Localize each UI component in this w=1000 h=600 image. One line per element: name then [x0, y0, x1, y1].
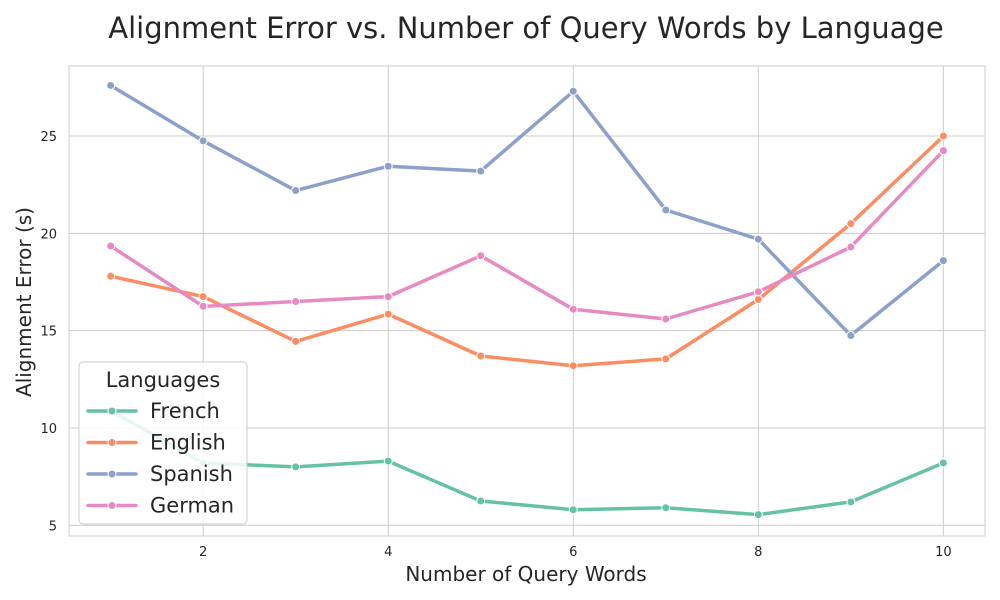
series-german [106, 146, 948, 324]
data-point-french [476, 496, 486, 506]
series-line-french [108, 408, 946, 517]
data-point-german [291, 296, 301, 306]
y-tick-label: 15 [40, 325, 57, 340]
data-point-french [568, 505, 578, 515]
data-point-french [291, 462, 301, 472]
chart-title: Alignment Error vs. Number of Query Word… [108, 11, 943, 45]
data-point-english [938, 131, 948, 141]
legend-label-english: English [150, 431, 226, 455]
data-point-spanish [661, 205, 671, 215]
x-axis-label: Number of Query Words [405, 562, 646, 586]
y-tick-label: 10 [40, 422, 57, 437]
data-point-spanish [106, 80, 116, 90]
data-point-english [846, 219, 856, 229]
data-point-german [476, 251, 486, 261]
data-point-french [661, 503, 671, 513]
data-point-spanish [383, 161, 393, 171]
data-point-spanish [753, 234, 763, 244]
legend: Languages French English Spanish German [78, 361, 248, 525]
data-point-spanish [938, 256, 948, 266]
data-point-spanish [198, 136, 208, 146]
data-point-german [383, 292, 393, 302]
legend-label-german: German [150, 494, 234, 518]
legend-item-english: English [86, 431, 226, 455]
data-point-french [846, 497, 856, 507]
y-tick-label: 25 [40, 130, 57, 145]
data-point-german [753, 287, 763, 297]
x-tick-label: 8 [754, 545, 762, 560]
legend-box [78, 361, 248, 525]
data-point-english [383, 309, 393, 319]
series-line-english [108, 134, 946, 368]
data-point-english [291, 336, 301, 346]
legend-marker-german [107, 501, 117, 510]
data-point-english [568, 361, 578, 371]
legend-label-spanish: Spanish [150, 462, 233, 486]
data-point-english [106, 271, 116, 281]
series-line-german [108, 148, 946, 321]
data-point-german [846, 242, 856, 252]
x-tick-label: 10 [935, 545, 952, 560]
legend-marker-spanish [107, 469, 117, 479]
plot-area-frame [68, 65, 986, 537]
data-point-french [753, 510, 763, 520]
legend-title: Languages [106, 368, 221, 392]
data-point-english [753, 295, 763, 305]
y-tick-label: 5 [49, 519, 57, 534]
x-tick-label: 4 [384, 545, 392, 560]
x-tick-label: 6 [569, 545, 577, 560]
data-point-spanish [568, 86, 578, 96]
legend-item-german: German [86, 494, 234, 518]
data-point-spanish [291, 186, 301, 196]
legend-marker-english [107, 438, 117, 447]
data-point-english [661, 354, 671, 364]
legend-item-french: French [86, 399, 220, 423]
y-tick-label: 20 [40, 227, 57, 242]
data-point-german [106, 241, 116, 251]
x-tick-label: 2 [199, 545, 207, 560]
data-point-english [198, 292, 208, 302]
data-point-french [938, 458, 948, 468]
legend-marker-french [107, 406, 117, 416]
series-line-spanish [108, 83, 946, 338]
data-point-german [568, 304, 578, 314]
data-point-french [383, 456, 393, 466]
legend-label-french: French [150, 399, 220, 423]
data-point-spanish [846, 331, 856, 341]
legend-item-spanish: Spanish [86, 462, 233, 486]
series-spanish [106, 80, 948, 341]
data-point-english [476, 351, 486, 361]
data-point-german [661, 314, 671, 324]
data-point-german [198, 301, 208, 311]
y-axis-label: Alignment Error (s) [12, 207, 36, 397]
data-point-spanish [476, 166, 486, 176]
series-english [106, 131, 948, 371]
data-point-german [938, 146, 948, 156]
